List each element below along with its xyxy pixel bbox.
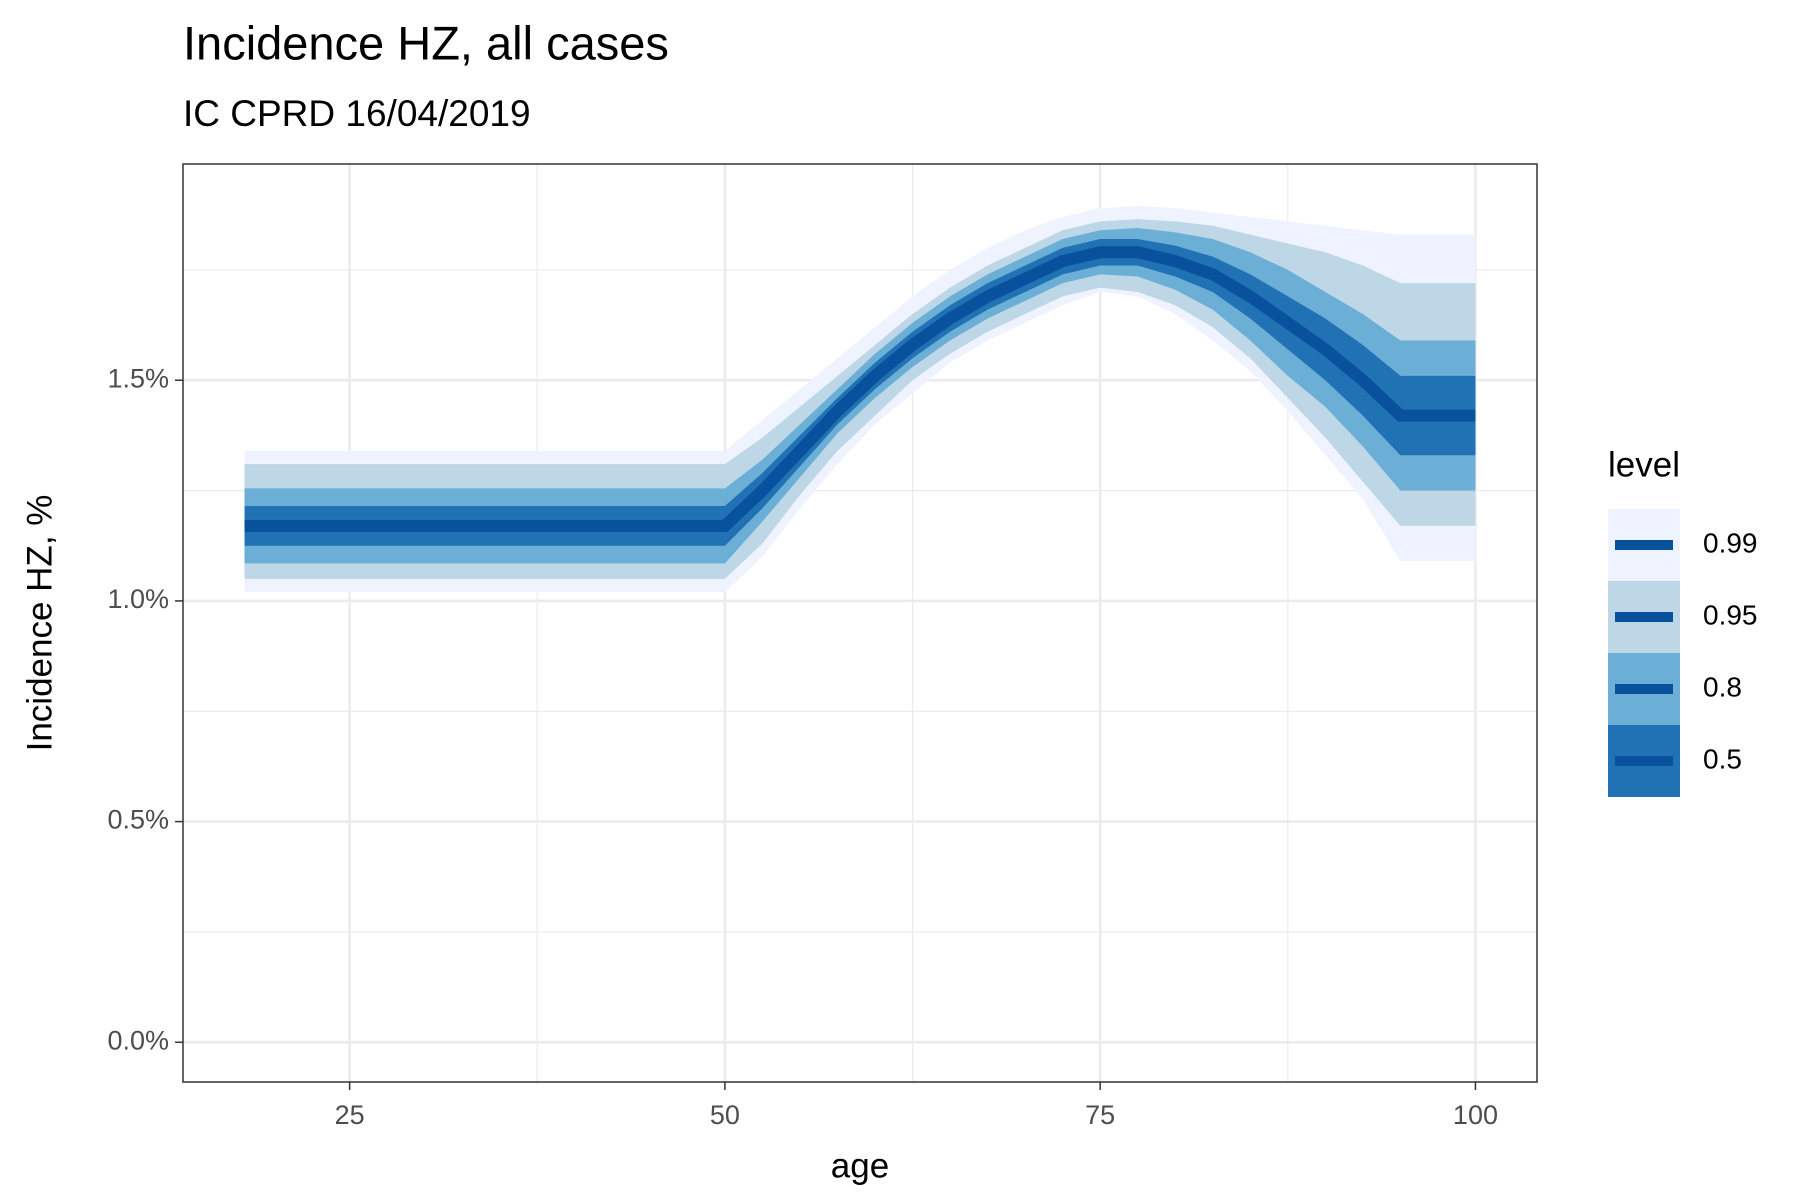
x-axis-title: age bbox=[831, 1146, 889, 1185]
x-tick-label: 25 bbox=[335, 1100, 365, 1130]
y-tick-label: 1.0% bbox=[107, 584, 169, 614]
legend-title: level bbox=[1608, 445, 1680, 484]
legend-label: 0.99 bbox=[1703, 527, 1758, 558]
x-tick-label: 75 bbox=[1085, 1100, 1115, 1130]
legend-label: 0.5 bbox=[1703, 743, 1742, 774]
y-tick-label: 0.0% bbox=[107, 1025, 169, 1055]
chart-title: Incidence HZ, all cases bbox=[183, 16, 669, 69]
y-tick-label: 1.5% bbox=[107, 363, 169, 393]
legend-label: 0.8 bbox=[1703, 671, 1742, 702]
chart-subtitle: IC CPRD 16/04/2019 bbox=[183, 93, 531, 134]
x-tick-label: 50 bbox=[710, 1100, 740, 1130]
y-tick-label: 0.5% bbox=[107, 805, 169, 835]
y-axis-title: Incidence HZ, % bbox=[20, 495, 59, 752]
median-line bbox=[244, 246, 1476, 532]
legend-label: 0.95 bbox=[1703, 599, 1758, 630]
x-tick-label: 100 bbox=[1453, 1100, 1498, 1130]
panel-border bbox=[182, 163, 1538, 1083]
